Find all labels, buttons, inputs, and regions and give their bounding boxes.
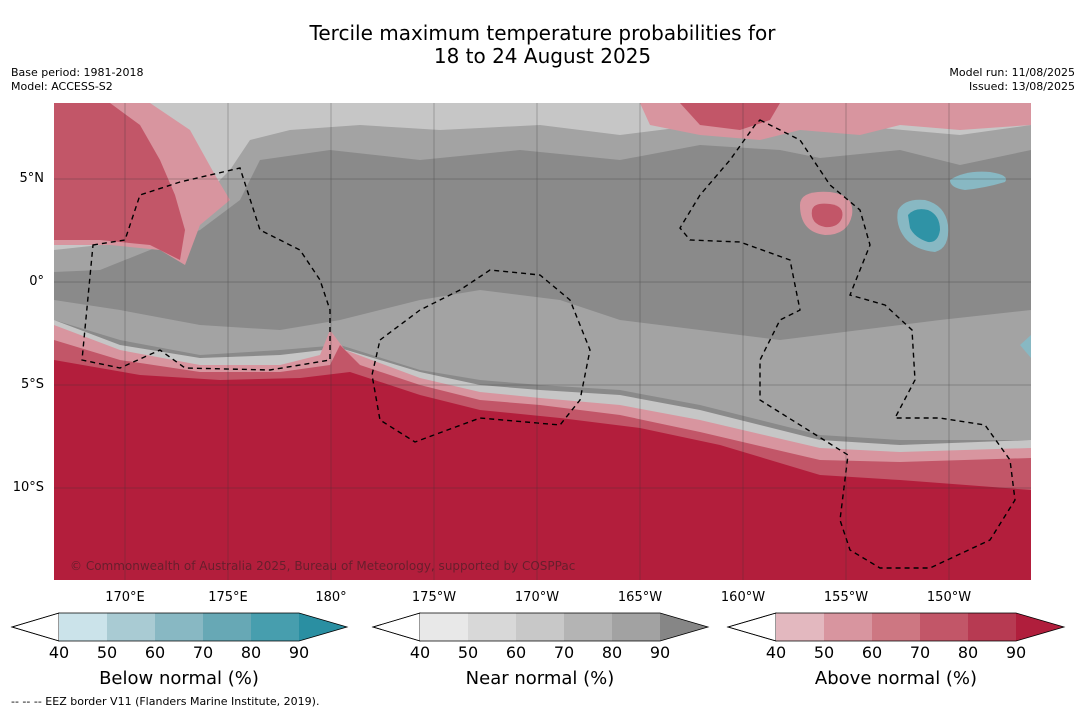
colorbar-below-tick: 70 [192, 643, 214, 662]
graticule [54, 103, 1031, 580]
above-normal-north-spot-core [811, 203, 843, 228]
near-normal-mid-area [54, 103, 1031, 272]
base-period: Base period: 1981-2018 [11, 66, 144, 79]
above-normal-north-core [680, 103, 780, 130]
colorbar-above-bin [872, 613, 920, 641]
below-normal-spot-northeast [950, 171, 1006, 190]
colorbar-above-tick: 90 [1005, 643, 1027, 662]
lon-label-175e: 175°E [208, 590, 248, 605]
lat-label-10s: 10°S [12, 480, 44, 495]
colorbar-above-tick: 40 [765, 643, 787, 662]
copyright-notice: © Commonwealth of Australia 2025, Bureau… [70, 559, 576, 573]
run-info: Model run: 11/08/2025 Issued: 13/08/2025 [949, 66, 1075, 94]
colorbar-near [371, 612, 710, 642]
colorbar-near-bin [468, 613, 516, 641]
colorbar-near-bin [564, 613, 612, 641]
eez-border-line-islands [679, 119, 1016, 569]
lat-label-5s: 5°S [20, 377, 44, 392]
colorbar-below-bin [251, 613, 299, 641]
colorbar-above-bin [920, 613, 968, 641]
colorbar-near-bin [420, 613, 468, 641]
title-line-1: Tercile maximum temperature probabilitie… [309, 21, 776, 45]
probability-map [54, 103, 1031, 580]
colorbar-above-min-arrow [726, 612, 777, 642]
colorbar-near-max-arrow [660, 613, 708, 641]
colorbar-below [10, 612, 349, 642]
colorbar-below-bin [107, 613, 155, 641]
colorbar-below-tick: 40 [48, 643, 70, 662]
lat-label-5n: 5°N [19, 171, 45, 186]
below-normal-spot-east-core [908, 209, 940, 243]
colorbar-above [726, 612, 1066, 642]
eez-border-phoenix [371, 269, 591, 443]
above-normal-south-strong [54, 360, 1031, 580]
colorbar-below-title: Below normal (%) [99, 668, 259, 689]
colorbar-below-tick: 50 [96, 643, 118, 662]
lat-label-0: 0° [29, 274, 44, 289]
colorbar-above-bin [968, 613, 1016, 641]
colorbar-above-max-arrow [1016, 613, 1064, 641]
eez-borders [81, 119, 1016, 569]
near-normal-light-area-south [54, 320, 1031, 465]
eez-footnote: -- -- -- EEZ border V11 (Flanders Marine… [11, 695, 320, 708]
model-run-date: Model run: 11/08/2025 [949, 66, 1075, 79]
model-info: Base period: 1981-2018 Model: ACCESS-S2 [11, 66, 143, 94]
colorbar-above-tick: 70 [909, 643, 931, 662]
colorbar-near-tick: 90 [649, 643, 671, 662]
lon-label-155w: 155°W [823, 590, 869, 605]
colorbar-below-bin [59, 613, 107, 641]
issued-date: Issued: 13/08/2025 [968, 80, 1075, 93]
lon-label-180: 180° [315, 590, 347, 605]
above-normal-northwest-core [54, 103, 185, 260]
colorbar-below-min-arrow [10, 612, 60, 642]
colorbar-near-tick: 80 [601, 643, 623, 662]
lon-label-150w: 150°W [926, 590, 972, 605]
colorbar-near-tick: 50 [457, 643, 479, 662]
lon-label-165w: 165°W [617, 590, 663, 605]
lon-label-170w: 170°W [514, 590, 560, 605]
colorbar-near-tick: 40 [409, 643, 431, 662]
lon-label-160w: 160°W [720, 590, 766, 605]
colorbar-below-bin [203, 613, 251, 641]
title-line-2: 18 to 24 August 2025 [433, 44, 652, 68]
colorbar-above-tick: 80 [957, 643, 979, 662]
colorbar-near-bin [612, 613, 660, 641]
colorbar-below-tick: 90 [288, 643, 310, 662]
near-normal-mid-area-south [54, 290, 1031, 440]
colorbar-near-min-arrow [371, 612, 421, 642]
lon-label-170e: 170°E [105, 590, 145, 605]
chart-title: Tercile maximum temperature probabilitie… [0, 22, 1085, 68]
colorbar-near-tick: 60 [505, 643, 527, 662]
colorbar-above-bin [776, 613, 824, 641]
colorbar-near-bin [516, 613, 564, 641]
colorbar-below-max-arrow [299, 613, 347, 641]
colorbar-below-tick: 80 [240, 643, 262, 662]
model-name: Model: ACCESS-S2 [11, 80, 113, 93]
colorbar-above-tick: 60 [861, 643, 883, 662]
colorbar-near-tick: 70 [553, 643, 575, 662]
colorbar-below-bin [155, 613, 203, 641]
colorbar-near-title: Near normal (%) [465, 668, 615, 689]
lon-label-175w: 175°W [411, 590, 457, 605]
colorbar-below-tick: 60 [144, 643, 166, 662]
colorbar-above-title: Above normal (%) [814, 668, 978, 689]
colorbar-above-tick: 50 [813, 643, 835, 662]
below-normal-spot-edge [1020, 335, 1031, 358]
colorbar-above-bin [824, 613, 872, 641]
eez-border-tuvalu-kiribati-west [81, 167, 331, 371]
